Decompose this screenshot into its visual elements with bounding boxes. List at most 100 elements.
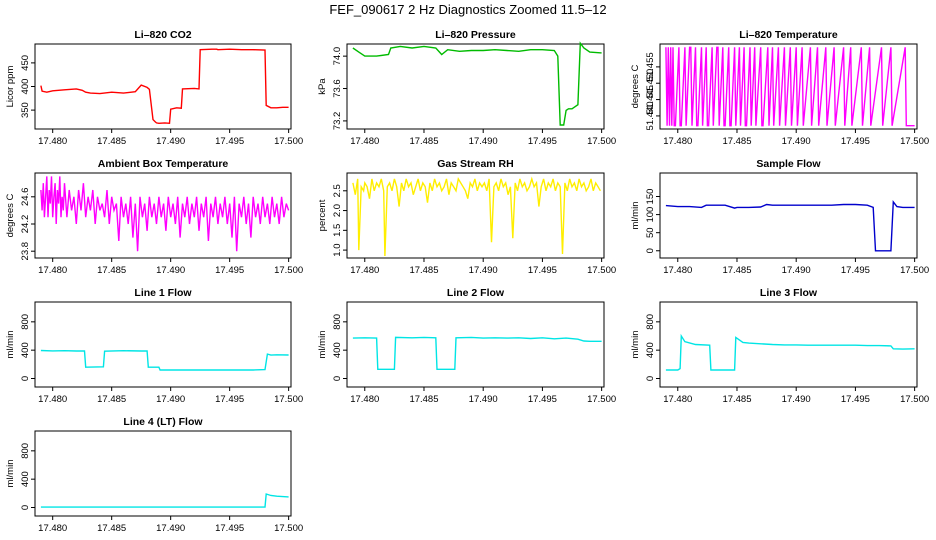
plot-frame [34,43,292,130]
page-title: FEF_090617 2 Hz Diagnostics Zoomed 11.5–… [329,2,607,17]
y-tick-label: 0 [645,376,656,381]
y-axis-label: degrees C [630,64,641,108]
chart-panel-9: Line 3 Flow 17.480 17.485 17.490 17.495 17.50… [630,287,929,405]
series-line [40,493,289,508]
x-tick-label: 17.485 [97,394,126,405]
y-tick-label: 50 [645,227,656,238]
x-tick-label: 17.495 [215,523,244,534]
y-tick-label: 23.8 [20,242,31,261]
x-tick-label: 17.490 [782,265,811,276]
y-tick-label: 0 [20,376,31,381]
x-tick-label: 17.490 [469,265,498,276]
x-tick-label: 17.480 [663,394,692,405]
x-tick-label: 17.490 [156,523,185,534]
x-tick-label: 17.480 [350,394,379,405]
plot-frame [34,430,292,517]
x-tick-label: 17.485 [722,265,751,276]
series-line [40,349,289,371]
y-tick-label: 73.6 [332,79,343,98]
x-tick-label: 17.495 [528,136,557,147]
y-tick-label: 400 [20,342,31,358]
chart-panel-4: Ambient Box Temperature 17.480 17.485 17.49… [5,158,303,276]
y-tick-label: 1.0 [332,243,343,256]
x-tick-label: 17.500 [274,265,303,276]
plot-frame [34,301,292,388]
x-tick-label: 17.500 [900,136,929,147]
plot-frame [346,43,605,130]
panel-title: Line 3 Flow [760,287,818,299]
y-tick-label: 0 [645,248,656,253]
y-tick-label: 350 [20,102,31,118]
x-tick-label: 17.495 [528,394,557,405]
chart-panel-7: Line 1 Flow 17.480 17.485 17.490 17.495 17.50… [5,287,303,405]
y-tick-label: 450 [20,55,31,71]
chart-panel-1: Li–820 CO2 17.480 17.485 17.490 17.495 17.500… [5,29,303,147]
y-tick-label: 2.5 [332,184,343,197]
series-line [665,333,915,371]
chart-panel-5: Gas Stream RH 17.480 17.485 17.490 17.495 17.… [317,158,616,276]
chart-panel-8: Line 2 Flow 17.480 17.485 17.490 17.495 17.50… [317,287,616,405]
x-tick-label: 17.500 [274,136,303,147]
chart-panel-6: Sample Flow 17.480 17.485 17.490 17.495 17.50… [630,158,929,276]
x-tick-label: 17.500 [274,394,303,405]
series-line [40,48,289,125]
y-axis-label: ml/min [317,331,328,359]
plot-frame [346,301,605,388]
panel-title: Li–820 Pressure [435,29,516,41]
x-tick-label: 17.500 [587,265,616,276]
panel-title: Li–820 Temperature [739,29,838,41]
y-axis-label: ml/min [5,460,16,488]
y-tick-label: 150 [645,189,656,205]
x-tick-label: 17.495 [215,265,244,276]
x-tick-label: 17.495 [841,265,870,276]
x-tick-label: 17.490 [469,394,498,405]
y-tick-label: 400 [20,79,31,95]
series-line [352,41,602,126]
series-line [352,176,602,257]
y-axis-label: ml/min [630,331,641,359]
x-tick-label: 17.485 [97,136,126,147]
x-tick-label: 17.480 [38,523,67,534]
y-axis-label: Licor ppm [5,66,16,108]
plot-frame [346,172,605,259]
x-tick-label: 17.485 [722,394,751,405]
series-line [665,199,915,252]
chart-panel-3: Li–820 Temperature 17.480 17.485 17.490 17.4… [630,29,929,147]
y-tick-label: 73.2 [332,112,343,130]
x-tick-label: 17.490 [156,265,185,276]
x-tick-label: 17.480 [663,136,692,147]
panel-title: Sample Flow [756,158,821,170]
panel-title: Li–820 CO2 [134,29,191,41]
y-tick-label: 51.440 [645,101,656,130]
y-axis-label: kPa [317,78,328,95]
panel-title: Gas Stream RH [437,158,513,170]
y-tick-label: 51.450 [645,69,656,98]
x-tick-label: 17.490 [782,136,811,147]
x-tick-label: 17.495 [528,265,557,276]
panel-title: Line 2 Flow [447,287,505,299]
x-tick-label: 17.485 [409,136,438,147]
y-tick-label: 800 [20,314,31,330]
y-tick-label: 800 [645,314,656,330]
plot-frame [659,301,918,388]
y-tick-label: 51.445 [645,85,656,114]
y-tick-label: 400 [645,342,656,358]
x-tick-label: 17.490 [469,136,498,147]
x-tick-label: 17.485 [97,523,126,534]
x-tick-label: 17.485 [409,265,438,276]
y-axis-label: ml/min [630,202,641,230]
x-tick-label: 17.500 [900,265,929,276]
y-tick-label: 24.6 [20,188,31,207]
x-tick-label: 17.490 [156,136,185,147]
y-tick-label: 2.0 [332,204,343,217]
y-tick-label: 1.5 [332,224,343,237]
panel-title: Line 1 Flow [134,287,192,299]
x-tick-label: 17.495 [215,136,244,147]
plot-frame [34,172,292,259]
y-tick-label: 100 [645,207,656,223]
x-tick-label: 17.495 [841,136,870,147]
chart-panel-2: Li–820 Pressure 17.480 17.485 17.490 17.495 1… [317,29,616,147]
y-axis-label: ml/min [5,331,16,359]
plot-frame [659,172,918,259]
